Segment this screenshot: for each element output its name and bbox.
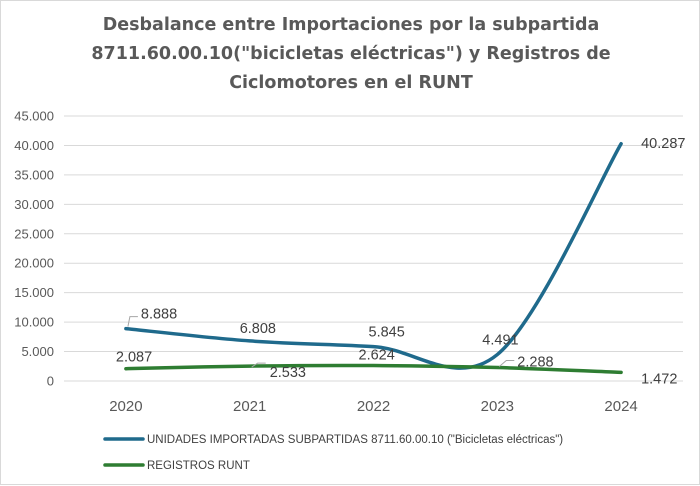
y-tick-label: 0 (47, 374, 54, 389)
chart-title-line-1: Desbalance entre Importaciones por la su… (102, 15, 600, 35)
x-tick-label: 2020 (109, 398, 142, 415)
data-label: 40.287 (641, 136, 685, 152)
y-tick-label: 40.000 (14, 138, 54, 153)
data-label: 2.533 (270, 365, 306, 381)
x-tick-label: 2022 (357, 398, 390, 415)
y-tick-label: 45.000 (14, 109, 54, 124)
leader-line (251, 362, 266, 368)
series-line-imports (124, 142, 623, 370)
data-label: 6.808 (240, 321, 276, 337)
chart-title: Desbalance entre Importaciones por la su… (1, 11, 700, 98)
y-tick-label: 30.000 (14, 197, 54, 212)
y-tick-label: 25.000 (14, 226, 54, 241)
chart-title-line-2: 8711.60.00.10("bicicletas eléctricas") y… (91, 44, 611, 64)
data-label: 8.888 (141, 307, 177, 323)
x-tick-label: 2024 (604, 398, 637, 415)
y-tick-label: 15.000 (14, 285, 54, 300)
y-tick-label: 20.000 (14, 256, 54, 271)
y-tick-label: 10.000 (14, 315, 54, 330)
legend-label: UNIDADES IMPORTADAS SUBPARTIDAS 8711.60.… (147, 434, 563, 446)
data-label: 2.087 (116, 350, 152, 366)
y-tick-label: 5.000 (21, 344, 54, 359)
leader-line (127, 316, 138, 327)
y-tick-label: 35.000 (14, 167, 54, 182)
data-label: 2.624 (359, 348, 395, 364)
data-label: 2.288 (517, 355, 553, 371)
leader-line (498, 360, 515, 367)
x-tick-label: 2021 (233, 398, 266, 415)
x-tick-label: 2023 (481, 398, 514, 415)
chart-title-line-3: Ciclomotores en el RUNT (229, 73, 473, 93)
data-label: 5.845 (369, 325, 405, 341)
data-label: 4.491 (482, 333, 518, 349)
legend-label: REGISTROS RUNT (147, 460, 250, 472)
data-label: 1.472 (641, 371, 677, 387)
series-line-runt (124, 363, 623, 375)
